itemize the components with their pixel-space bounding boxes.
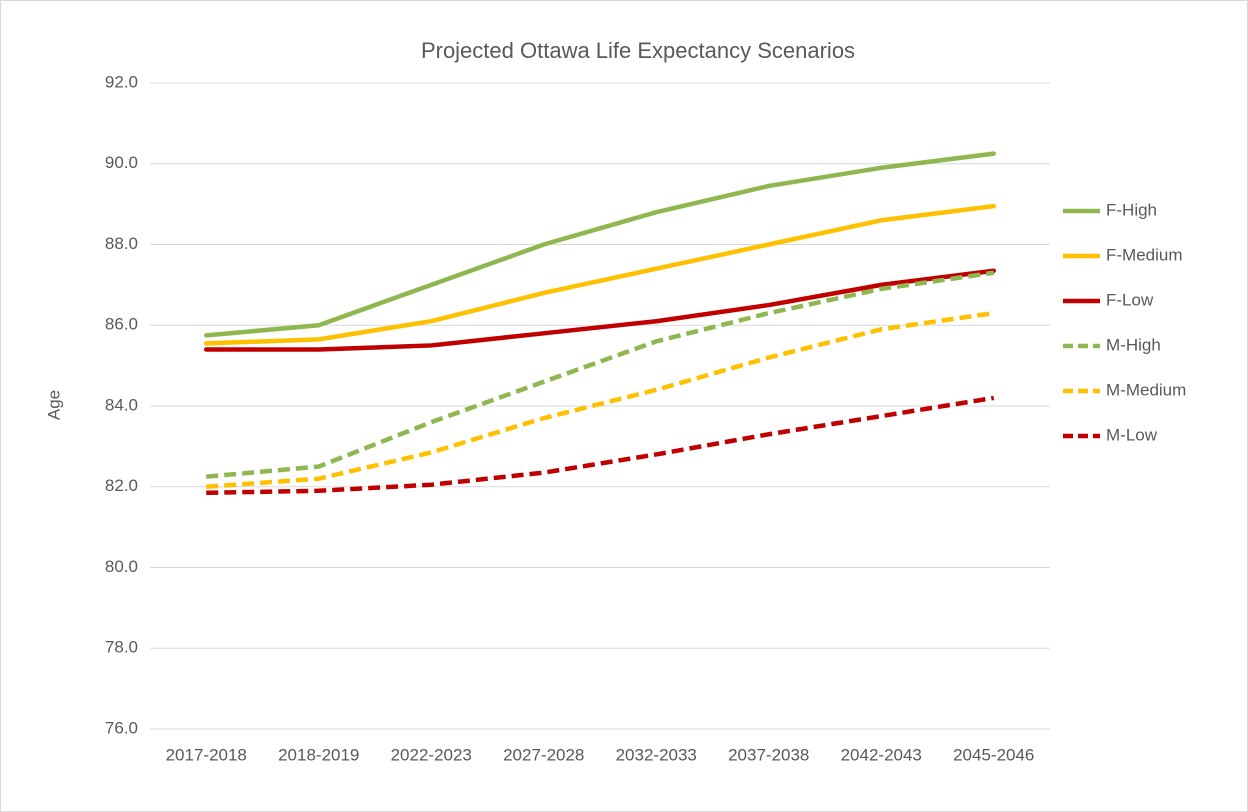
y-tick-label: 76.0 (105, 718, 138, 737)
chart-title: Projected Ottawa Life Expectancy Scenari… (421, 38, 855, 63)
series-line (204, 203, 996, 346)
x-tick-label: 2022-2023 (391, 745, 472, 764)
legend-label: F-Medium (1106, 245, 1183, 264)
x-tick-label: 2018-2019 (278, 745, 359, 764)
y-tick-label: 92.0 (105, 72, 138, 91)
series-line (204, 268, 996, 352)
y-tick-label: 86.0 (105, 315, 138, 334)
legend-label: F-High (1106, 200, 1157, 219)
legend-label: M-High (1106, 335, 1161, 354)
x-tick-label: 2037-2038 (728, 745, 809, 764)
y-tick-label: 90.0 (105, 153, 138, 172)
x-tick-label: 2045-2046 (953, 745, 1034, 764)
series-line (204, 151, 996, 338)
legend-label: M-Low (1106, 425, 1158, 444)
y-tick-label: 78.0 (105, 638, 138, 657)
x-tick-label: 2032-2033 (616, 745, 697, 764)
x-tick-label: 2027-2028 (503, 745, 584, 764)
y-axis-label: Age (44, 390, 63, 420)
legend-label: F-Low (1106, 290, 1154, 309)
x-tick-label: 2042-2043 (841, 745, 922, 764)
y-tick-label: 80.0 (105, 557, 138, 576)
legend-label: M-Medium (1106, 380, 1186, 399)
x-tick-label: 2017-2018 (166, 745, 247, 764)
series-line (206, 270, 995, 479)
y-tick-label: 88.0 (105, 234, 138, 253)
y-tick-label: 82.0 (105, 476, 138, 495)
series-line (206, 395, 995, 496)
series-line (206, 310, 995, 489)
y-tick-label: 84.0 (105, 395, 138, 414)
